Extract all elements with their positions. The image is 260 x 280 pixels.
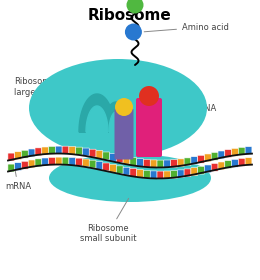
FancyBboxPatch shape: [89, 160, 96, 168]
FancyBboxPatch shape: [116, 155, 123, 163]
Ellipse shape: [49, 154, 211, 202]
Ellipse shape: [29, 59, 207, 157]
FancyBboxPatch shape: [62, 146, 69, 154]
FancyBboxPatch shape: [28, 160, 35, 168]
FancyBboxPatch shape: [130, 169, 137, 176]
FancyBboxPatch shape: [8, 164, 15, 172]
FancyBboxPatch shape: [198, 155, 204, 163]
FancyBboxPatch shape: [238, 147, 245, 155]
FancyBboxPatch shape: [96, 162, 103, 169]
FancyBboxPatch shape: [69, 146, 76, 154]
Polygon shape: [109, 112, 123, 132]
FancyBboxPatch shape: [35, 159, 42, 167]
FancyBboxPatch shape: [76, 158, 82, 166]
FancyBboxPatch shape: [238, 158, 245, 166]
FancyBboxPatch shape: [144, 159, 150, 167]
FancyBboxPatch shape: [204, 165, 211, 173]
Polygon shape: [79, 94, 115, 132]
FancyBboxPatch shape: [225, 150, 232, 157]
FancyBboxPatch shape: [76, 147, 82, 155]
FancyBboxPatch shape: [245, 147, 252, 155]
FancyBboxPatch shape: [218, 162, 225, 170]
FancyBboxPatch shape: [245, 158, 252, 165]
FancyBboxPatch shape: [123, 167, 130, 175]
FancyBboxPatch shape: [171, 160, 177, 167]
FancyBboxPatch shape: [204, 154, 211, 162]
Text: Amino acid: Amino acid: [144, 22, 229, 32]
FancyBboxPatch shape: [49, 157, 55, 165]
FancyBboxPatch shape: [22, 161, 28, 169]
Circle shape: [115, 98, 133, 116]
Text: mRNA: mRNA: [5, 167, 31, 191]
Text: Ribosome
large subunit: Ribosome large subunit: [14, 77, 75, 101]
FancyBboxPatch shape: [89, 149, 96, 157]
FancyBboxPatch shape: [109, 153, 116, 161]
FancyBboxPatch shape: [62, 157, 69, 165]
FancyBboxPatch shape: [184, 158, 191, 166]
FancyBboxPatch shape: [150, 160, 157, 168]
Polygon shape: [86, 106, 108, 132]
FancyBboxPatch shape: [164, 160, 171, 168]
FancyBboxPatch shape: [177, 159, 184, 167]
FancyBboxPatch shape: [69, 157, 76, 165]
FancyBboxPatch shape: [82, 148, 89, 156]
FancyBboxPatch shape: [157, 160, 164, 168]
FancyBboxPatch shape: [96, 151, 103, 158]
FancyBboxPatch shape: [191, 157, 198, 164]
FancyBboxPatch shape: [42, 147, 49, 155]
Circle shape: [127, 0, 144, 13]
FancyBboxPatch shape: [55, 157, 62, 165]
FancyBboxPatch shape: [136, 98, 162, 157]
FancyBboxPatch shape: [191, 168, 198, 176]
Text: Ribosome: Ribosome: [88, 8, 172, 23]
FancyBboxPatch shape: [123, 156, 130, 164]
Text: Ribosome
small subunit: Ribosome small subunit: [80, 199, 136, 243]
FancyBboxPatch shape: [211, 152, 218, 160]
FancyBboxPatch shape: [109, 164, 116, 172]
FancyBboxPatch shape: [150, 171, 157, 179]
FancyBboxPatch shape: [211, 164, 218, 171]
FancyBboxPatch shape: [157, 171, 164, 179]
FancyBboxPatch shape: [15, 163, 22, 171]
Circle shape: [125, 24, 142, 41]
FancyBboxPatch shape: [218, 151, 225, 159]
FancyBboxPatch shape: [15, 152, 22, 160]
FancyBboxPatch shape: [42, 158, 49, 166]
Circle shape: [139, 86, 159, 106]
Polygon shape: [103, 102, 129, 132]
FancyBboxPatch shape: [164, 171, 171, 179]
FancyBboxPatch shape: [28, 149, 35, 157]
FancyBboxPatch shape: [225, 161, 232, 168]
FancyBboxPatch shape: [55, 146, 62, 154]
FancyBboxPatch shape: [116, 166, 123, 174]
FancyBboxPatch shape: [103, 152, 109, 160]
FancyBboxPatch shape: [232, 159, 238, 167]
FancyBboxPatch shape: [130, 158, 137, 165]
FancyBboxPatch shape: [114, 109, 133, 160]
FancyBboxPatch shape: [232, 148, 238, 156]
FancyBboxPatch shape: [171, 171, 177, 178]
FancyBboxPatch shape: [137, 170, 144, 177]
FancyBboxPatch shape: [184, 169, 191, 177]
FancyBboxPatch shape: [137, 158, 144, 166]
FancyBboxPatch shape: [82, 159, 89, 167]
FancyBboxPatch shape: [144, 171, 150, 178]
FancyBboxPatch shape: [103, 163, 109, 171]
FancyBboxPatch shape: [177, 170, 184, 178]
FancyBboxPatch shape: [22, 150, 28, 158]
FancyBboxPatch shape: [35, 148, 42, 156]
FancyBboxPatch shape: [198, 166, 204, 174]
Text: tRNA: tRNA: [163, 104, 217, 116]
FancyBboxPatch shape: [8, 153, 15, 161]
FancyBboxPatch shape: [49, 146, 55, 154]
